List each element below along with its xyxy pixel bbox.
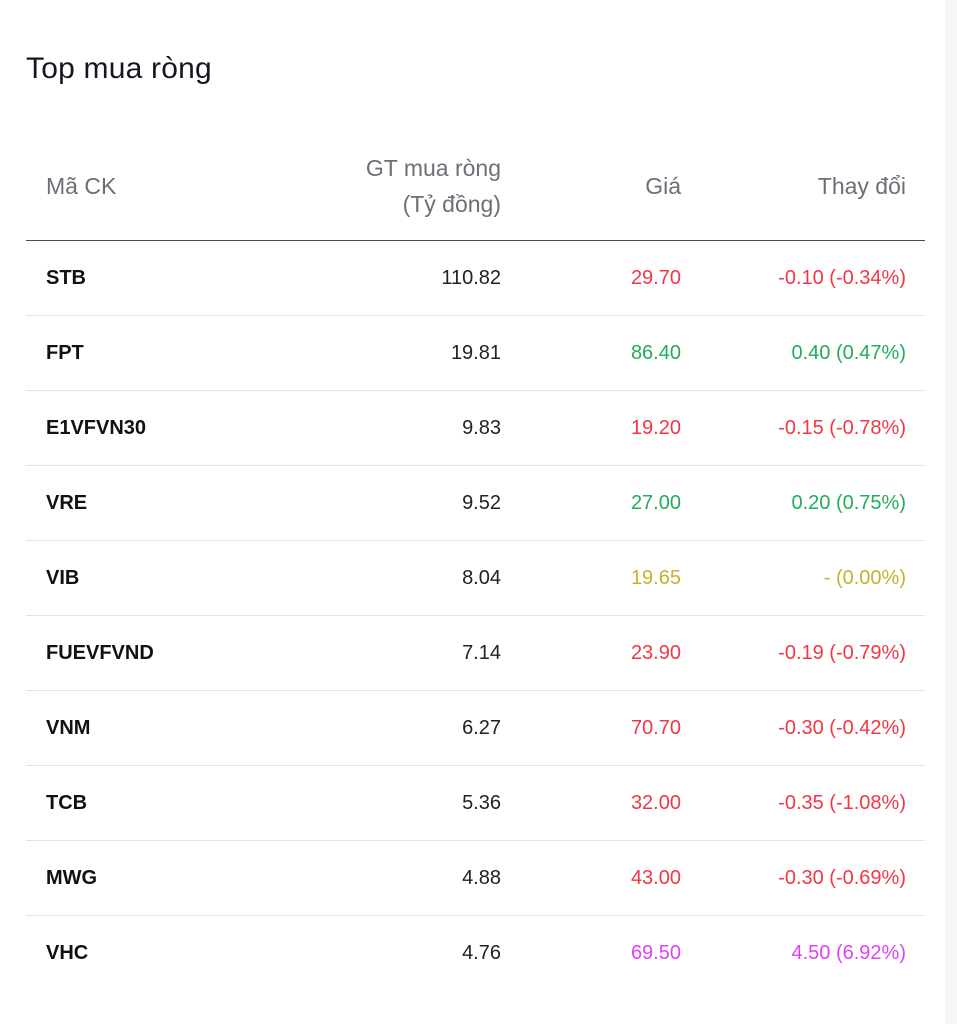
row-change: 0.20 (0.75%) [681, 465, 906, 541]
row-net-buy-value: 19.81 [226, 315, 501, 391]
table-body: STB 110.82 29.70 -0.10 (-0.34%) FPT 19.81 86.4… [26, 240, 925, 991]
row-symbol[interactable]: STB [46, 240, 226, 316]
row-change: -0.30 (-0.69%) [681, 840, 906, 916]
row-price: 69.50 [630, 941, 681, 964]
row-price: 43.00 [501, 840, 681, 916]
column-header-change[interactable]: Thay đổi [681, 132, 906, 241]
row-symbol[interactable]: VHC [46, 941, 89, 964]
column-header-net-buy-value[interactable]: GT mua ròng (Tỷ đồng) [226, 132, 501, 241]
row-symbol[interactable]: TCB [46, 765, 226, 841]
row-net-buy-value: 5.36 [226, 765, 501, 841]
row-price: 23.90 [501, 615, 681, 691]
table-row[interactable]: FUEVFVND 7.14 23.90 -0.19 (-0.79%) [26, 615, 925, 691]
row-change: -0.10 (-0.34%) [681, 240, 906, 316]
row-symbol[interactable]: E1VFVN30 [46, 390, 226, 466]
table-row[interactable]: VIB 8.04 19.65- (0.00%) [26, 540, 925, 616]
row-change: -0.19 (-0.79%) [681, 615, 906, 691]
row-net-buy-value: 9.52 [226, 465, 501, 541]
row-change: -0.30 (-0.42%) [681, 690, 906, 766]
row-price: 32.00 [501, 765, 681, 841]
column-header-symbol[interactable]: Mã CK [46, 132, 226, 241]
row-net-buy-value: 110.82 [226, 240, 501, 316]
row-net-buy-value: 4.88 [226, 840, 501, 916]
row-net-buy-value: 9.83 [226, 390, 501, 466]
row-change: - (0.00%) [681, 540, 906, 616]
column-header-net-buy-value-line2: (Tỷ đồng) [402, 191, 501, 217]
row-price: 19.20 [501, 390, 681, 466]
row-price: 70.70 [501, 690, 681, 766]
row-symbol[interactable]: FUEVFVND [46, 615, 226, 691]
table-row[interactable]: FPT 19.81 86.40 0.40 (0.47%) [26, 315, 925, 391]
row-change: -0.15 (-0.78%) [681, 390, 906, 466]
row-symbol[interactable]: FPT [46, 315, 226, 391]
net-buy-table: Mã CK GT mua ròng (Tỷ đồng) Giá Thay đổi… [26, 132, 925, 990]
page-edge [945, 0, 957, 1024]
row-change: 0.40 (0.47%) [681, 315, 906, 391]
table-header-row: Mã CK GT mua ròng (Tỷ đồng) Giá Thay đổi [26, 132, 925, 241]
table-row[interactable]: VNM 6.27 70.70 -0.30 (-0.42%) [26, 690, 925, 766]
table-row[interactable]: MWG 4.88 43.00 -0.30 (-0.69%) [26, 840, 925, 916]
column-header-net-buy-value-line1: GT mua ròng [365, 155, 501, 181]
row-price: 29.70 [501, 240, 681, 316]
row-symbol[interactable]: VIB [46, 540, 226, 616]
row-net-buy-value: 4.76 [462, 941, 501, 964]
table-row[interactable]: VRE 9.52 27.00 0.20 (0.75%) [26, 465, 925, 541]
column-header-price[interactable]: Giá [501, 132, 681, 241]
row-price: 27.00 [501, 465, 681, 541]
row-change: 4.50 (6.92%) [791, 941, 906, 964]
table-row[interactable]: TCB 5.36 32.00 -0.35 (-1.08%) [26, 765, 925, 841]
table-row[interactable]: STB 110.82 29.70 -0.10 (-0.34%) [26, 240, 925, 316]
row-net-buy-value: 6.27 [226, 690, 501, 766]
row-net-buy-value: 8.04 [226, 540, 501, 616]
row-change: -0.35 (-1.08%) [681, 765, 906, 841]
row-symbol[interactable]: VNM [46, 690, 226, 766]
table-row[interactable]: VHC 4.76 69.50 4.50 (6.92%) [26, 916, 925, 991]
row-symbol[interactable]: MWG [46, 840, 226, 916]
row-price: 86.40 [501, 315, 681, 391]
row-price: 19.65 [501, 540, 681, 616]
table-row[interactable]: E1VFVN30 9.83 19.20 -0.15 (-0.78%) [26, 390, 925, 466]
row-net-buy-value: 7.14 [226, 615, 501, 691]
row-symbol[interactable]: VRE [46, 465, 226, 541]
panel-title: Top mua ròng [26, 52, 212, 85]
